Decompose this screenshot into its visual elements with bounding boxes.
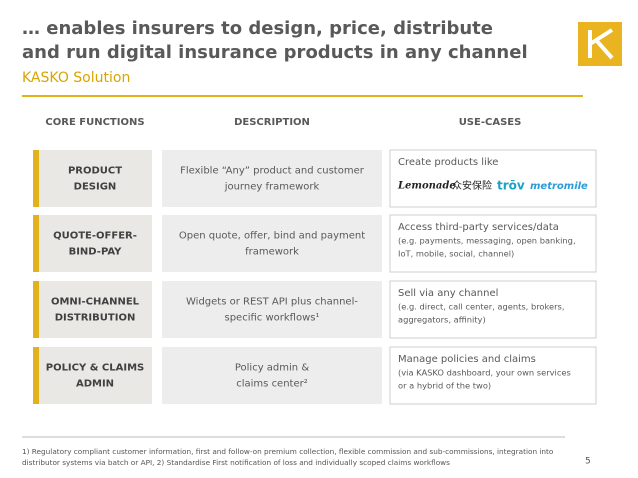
use-case-detail: (e.g. payments, messaging, open banking, — [398, 236, 576, 246]
partner-logo: trōv — [497, 179, 525, 193]
use-case-detail: or a hybrid of the two) — [398, 381, 491, 391]
description: Policy admin & — [235, 363, 309, 374]
column-header: DESCRIPTION — [234, 117, 310, 128]
accent-bar — [33, 281, 39, 338]
function-label: QUOTE-OFFER- — [53, 231, 137, 242]
function-box — [33, 150, 152, 207]
function-label: BIND-PAY — [69, 247, 123, 258]
description: Flexible “Any” product and customer — [180, 166, 365, 177]
use-case-box — [389, 280, 597, 339]
function-label: OMNI-CHANNEL — [51, 297, 140, 308]
function-overlay — [33, 347, 152, 404]
description: Widgets or REST API plus channel- — [186, 297, 358, 308]
use-case-detail: (via KASKO dashboard, your own services — [398, 368, 571, 378]
use-case-detail: aggregators, affinity) — [398, 315, 486, 325]
footnote: distributor systems via batch or API, 2)… — [22, 458, 450, 467]
use-case-detail: IoT, mobile, social, channel) — [398, 249, 514, 259]
use-case-title: Manage policies and claims — [398, 354, 536, 365]
function-label: DISTRIBUTION — [55, 313, 136, 324]
function-box — [33, 347, 152, 404]
description: claims center² — [236, 379, 308, 390]
page-number: 5 — [585, 457, 591, 467]
use-case-title: Create products like — [398, 157, 498, 168]
function-overlay — [33, 281, 152, 338]
partner-logo: 众安保险 — [452, 179, 492, 192]
description-box — [162, 215, 382, 272]
use-case-title: Access third-party services/data — [398, 222, 559, 233]
description-box — [162, 150, 382, 207]
function-label: PRODUCT — [68, 166, 122, 177]
subtitle: KASKO Solution — [22, 70, 130, 86]
function-box — [33, 281, 152, 338]
description-box — [162, 347, 382, 404]
accent-bar — [33, 215, 39, 272]
function-label: ADMIN — [76, 379, 114, 390]
title-line: … enables insurers to design, price, dis… — [22, 18, 493, 39]
function-box — [33, 215, 152, 272]
footnote: 1) Regulatory compliant customer informa… — [22, 447, 554, 456]
use-case-detail: (e.g. direct, call center, agents, broke… — [398, 302, 565, 312]
function-label: DESIGN — [74, 182, 117, 193]
description-box — [162, 281, 382, 338]
use-case-title: Sell via any channel — [398, 288, 498, 299]
partner-logo: Lemonade — [397, 181, 456, 192]
function-overlay — [33, 150, 152, 207]
use-case-box — [389, 214, 597, 273]
partner-logo: metromile — [530, 181, 588, 192]
description: specific workflows¹ — [225, 313, 320, 324]
logo — [578, 22, 622, 66]
title-line: and run digital insurance products in an… — [22, 42, 528, 63]
accent-bar — [33, 150, 39, 207]
description: journey framework — [224, 182, 320, 193]
description: framework — [245, 247, 299, 258]
function-label: POLICY & CLAIMS — [46, 363, 145, 374]
description: Open quote, offer, bind and payment — [179, 231, 365, 242]
use-case-box — [389, 346, 597, 405]
accent-bar — [33, 347, 39, 404]
column-header: CORE FUNCTIONS — [45, 117, 144, 128]
use-case-box — [389, 149, 597, 208]
column-header: USE-CASES — [459, 117, 522, 128]
function-overlay — [33, 215, 152, 272]
